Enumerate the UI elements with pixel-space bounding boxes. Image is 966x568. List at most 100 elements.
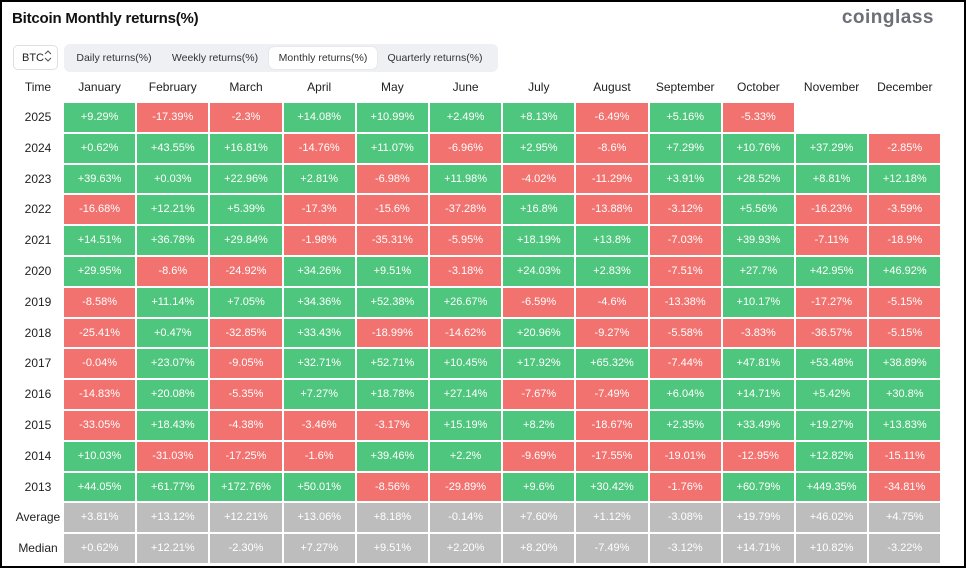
column-header: November — [803, 80, 860, 94]
return-cell: +29.95% — [64, 257, 136, 286]
asset-selector[interactable]: BTC — [13, 45, 58, 70]
return-cell: +7.05% — [210, 287, 282, 317]
return-cell: -18.67% — [576, 411, 648, 440]
return-cell: +46.92% — [869, 257, 941, 286]
row-label: 2023 — [24, 171, 52, 186]
return-cell: -35.31% — [356, 226, 428, 255]
return-cell: +16.81% — [210, 133, 282, 163]
summary-cell: +9.51% — [356, 534, 428, 563]
row-label: 2021 — [24, 233, 52, 248]
return-cell: -6.59% — [503, 287, 575, 317]
summary-cell: +1.12% — [576, 503, 648, 533]
return-cell: +34.26% — [283, 257, 355, 286]
return-cell: +18.19% — [503, 226, 575, 255]
return-cell: -8.56% — [356, 472, 428, 502]
return-cell: -4.38% — [210, 411, 282, 440]
return-cell: -16.68% — [64, 195, 136, 225]
column-header: October — [737, 80, 780, 94]
return-cell: +20.08% — [137, 380, 209, 409]
tab[interactable]: Weekly returns(%) — [171, 52, 259, 64]
return-cell: -9.27% — [576, 318, 648, 348]
return-cell: +61.77% — [137, 472, 209, 502]
tab-group: Daily returns(%) Weekly returns(%) Monthly… — [64, 44, 498, 72]
return-cell: +39.46% — [356, 441, 428, 471]
return-cell: -5.15% — [869, 287, 941, 317]
return-cell: +32.71% — [283, 349, 355, 379]
return-cell: +10.76% — [722, 133, 794, 163]
return-cell: -0.04% — [64, 349, 136, 379]
return-cell: -37.28% — [430, 195, 502, 225]
row-label: 2019 — [24, 294, 52, 309]
return-cell: +5.42% — [796, 380, 868, 409]
column-header: February — [148, 80, 197, 94]
row-label: 2022 — [24, 202, 52, 217]
return-cell: -9.05% — [210, 349, 282, 379]
return-cell: -1.6% — [283, 441, 355, 471]
return-cell: +8.2% — [503, 411, 575, 440]
return-cell: -31.03% — [137, 441, 209, 471]
summary-cell: +0.62% — [64, 534, 136, 563]
return-cell: -3.12% — [649, 195, 721, 225]
return-cell: +10.99% — [356, 103, 428, 132]
summary-cell: +12.21% — [137, 534, 209, 563]
return-cell: +27.7% — [722, 257, 794, 286]
return-cell: -15.11% — [869, 441, 941, 471]
return-cell: -5.33% — [722, 103, 794, 132]
summary-cell: -2.30% — [210, 534, 282, 563]
summary-cell: -3.22% — [869, 534, 941, 563]
return-cell: +33.49% — [722, 411, 794, 440]
column-header: June — [452, 80, 479, 94]
return-cell: +24.03% — [503, 257, 575, 286]
return-cell: +9.51% — [356, 257, 428, 286]
return-cell: +12.21% — [137, 195, 209, 225]
column-header: December — [877, 80, 933, 94]
tab[interactable]: Monthly returns(%) — [269, 47, 377, 69]
return-cell: +10.17% — [722, 287, 794, 317]
column-header: April — [307, 80, 332, 94]
summary-cell: +8.18% — [356, 503, 428, 533]
return-cell: +34.36% — [283, 287, 355, 317]
summary-cell: -0.14% — [430, 503, 502, 533]
return-cell: +9.29% — [64, 103, 136, 132]
return-cell: -1.76% — [649, 472, 721, 502]
return-cell: -14.76% — [283, 133, 355, 163]
column-header: July — [528, 80, 550, 94]
return-cell: +5.16% — [649, 103, 721, 132]
return-cell: +44.05% — [64, 472, 136, 502]
summary-cell: +7.60% — [503, 503, 575, 533]
return-cell: +2.49% — [430, 103, 502, 132]
return-cell: +10.45% — [430, 349, 502, 379]
return-cell: -4.02% — [503, 164, 575, 194]
return-cell: +6.04% — [649, 380, 721, 409]
return-cell: -17.55% — [576, 441, 648, 471]
return-cell: +172.76% — [210, 472, 282, 502]
tab[interactable]: Daily returns(%) — [76, 52, 152, 64]
return-cell: -3.18% — [430, 257, 502, 286]
return-cell: +18.78% — [356, 380, 428, 409]
return-cell: +30.42% — [576, 472, 648, 502]
return-cell: -11.29% — [576, 164, 648, 194]
return-cell: +33.43% — [283, 318, 355, 348]
tab[interactable]: Quarterly returns(%) — [387, 52, 483, 64]
return-cell: -24.92% — [210, 257, 282, 286]
return-cell: +2.83% — [576, 257, 648, 286]
summary-cell: -7.49% — [576, 534, 648, 563]
summary-cell: +13.12% — [137, 503, 209, 533]
return-cell: -16.23% — [796, 195, 868, 225]
return-cell: +0.62% — [64, 133, 136, 163]
row-label: 2015 — [24, 418, 52, 432]
return-cell: +7.29% — [649, 133, 721, 163]
return-cell: +19.27% — [796, 411, 868, 440]
return-cell: +11.07% — [356, 133, 428, 163]
return-cell: +11.98% — [430, 164, 502, 194]
return-cell: +53.48% — [796, 349, 868, 379]
return-cell: -17.27% — [796, 287, 868, 317]
return-cell: +18.43% — [137, 411, 209, 440]
return-cell: +26.67% — [430, 287, 502, 317]
return-cell: -1.98% — [283, 226, 355, 255]
row-label: 2017 — [24, 356, 52, 371]
return-cell: +3.91% — [649, 164, 721, 194]
return-cell: +50.01% — [283, 472, 355, 502]
return-cell: -13.38% — [649, 287, 721, 317]
